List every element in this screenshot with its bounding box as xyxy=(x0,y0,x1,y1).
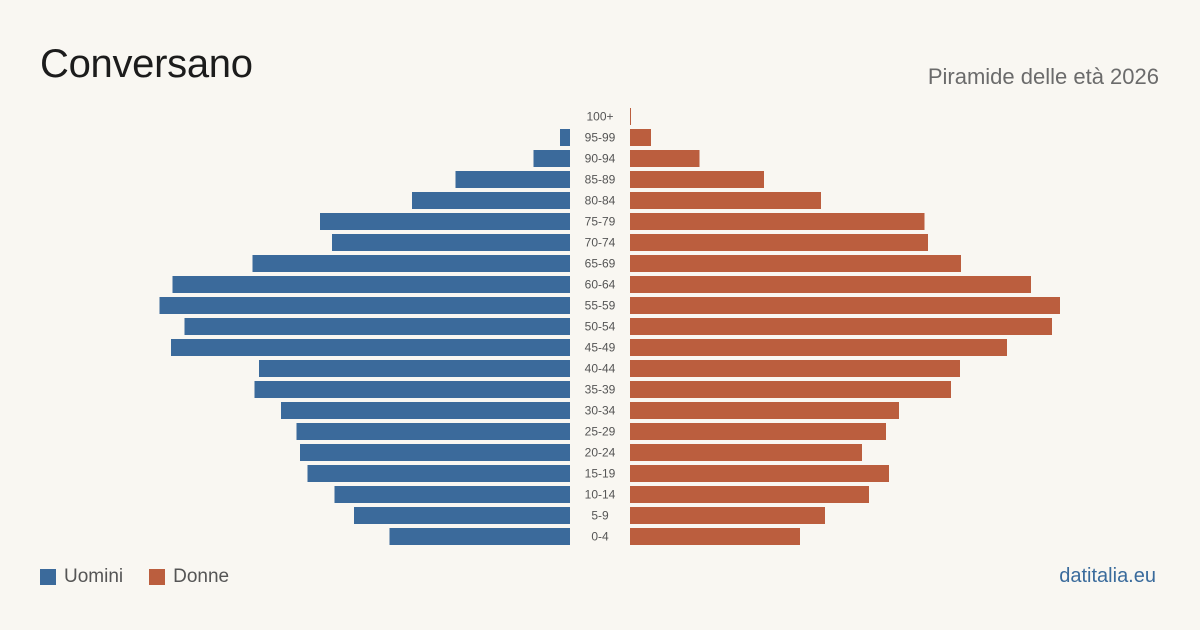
age-label-90-94: 90-94 xyxy=(585,152,616,166)
bar-female-85-89 xyxy=(630,171,764,188)
age-label-10-14: 10-14 xyxy=(585,488,616,502)
bar-female-90-94 xyxy=(630,150,700,167)
bar-male-25-29 xyxy=(296,423,570,440)
legend-item-female: Donne xyxy=(149,566,229,588)
bar-male-30-34 xyxy=(281,402,570,419)
bar-male-80-84 xyxy=(412,192,570,209)
bar-male-85-89 xyxy=(455,171,570,188)
bar-female-35-39 xyxy=(630,381,951,398)
bar-male-95-99 xyxy=(560,129,570,146)
bar-male-55-59 xyxy=(159,297,570,314)
bar-female-70-74 xyxy=(630,234,928,251)
bar-female-40-44 xyxy=(630,360,960,377)
bar-female-0-4 xyxy=(630,528,800,545)
legend-label-male: Uomini xyxy=(64,566,124,587)
bar-male-50-54 xyxy=(184,318,570,335)
age-label-50-54: 50-54 xyxy=(585,320,616,334)
age-label-95-99: 95-99 xyxy=(585,131,616,145)
bar-male-60-64 xyxy=(172,276,570,293)
site-link[interactable]: datitalia.eu xyxy=(1059,565,1156,587)
legend-label-female: Donne xyxy=(173,566,230,587)
age-label-20-24: 20-24 xyxy=(585,446,616,460)
age-label-40-44: 40-44 xyxy=(585,362,616,376)
bar-female-15-19 xyxy=(630,465,889,482)
age-label-45-49: 45-49 xyxy=(585,341,616,355)
bar-female-60-64 xyxy=(630,276,1031,293)
age-label-30-34: 30-34 xyxy=(585,404,616,418)
bar-female-100+ xyxy=(630,108,631,125)
age-label-75-79: 75-79 xyxy=(585,215,616,229)
age-label-0-4: 0-4 xyxy=(591,530,609,544)
bar-male-90-94 xyxy=(533,150,570,167)
bar-female-20-24 xyxy=(630,444,862,461)
bar-female-75-79 xyxy=(630,213,925,230)
bar-female-45-49 xyxy=(630,339,1007,356)
bar-male-70-74 xyxy=(332,234,570,251)
legend: Uomini Donne xyxy=(40,566,255,588)
bar-female-5-9 xyxy=(630,507,825,524)
bar-female-65-69 xyxy=(630,255,961,272)
bar-female-50-54 xyxy=(630,318,1052,335)
bar-female-95-99 xyxy=(630,129,651,146)
bar-male-20-24 xyxy=(300,444,570,461)
legend-swatch-female xyxy=(149,569,166,585)
bar-male-5-9 xyxy=(354,507,570,524)
bar-male-75-79 xyxy=(320,213,570,230)
age-label-55-59: 55-59 xyxy=(585,299,616,313)
legend-item-male: Uomini xyxy=(40,566,123,588)
bar-female-55-59 xyxy=(630,297,1060,314)
bar-male-15-19 xyxy=(307,465,570,482)
age-label-5-9: 5-9 xyxy=(591,509,609,523)
bar-female-80-84 xyxy=(630,192,821,209)
bar-male-35-39 xyxy=(254,381,570,398)
page-title: Conversano xyxy=(40,42,253,86)
age-label-35-39: 35-39 xyxy=(585,383,616,397)
age-label-85-89: 85-89 xyxy=(585,173,616,187)
legend-swatch-male xyxy=(40,569,56,585)
age-label-25-29: 25-29 xyxy=(585,425,616,439)
bar-female-30-34 xyxy=(630,402,899,419)
age-label-15-19: 15-19 xyxy=(585,467,616,481)
bar-male-0-4 xyxy=(389,528,570,545)
age-label-70-74: 70-74 xyxy=(585,236,616,250)
bar-male-40-44 xyxy=(259,360,570,377)
page-subtitle: Piramide delle età 2026 xyxy=(927,64,1159,89)
bar-male-45-49 xyxy=(171,339,570,356)
bar-female-25-29 xyxy=(630,423,886,440)
bar-male-10-14 xyxy=(334,486,570,503)
age-label-60-64: 60-64 xyxy=(585,278,616,292)
age-label-80-84: 80-84 xyxy=(585,194,616,208)
age-label-100+: 100+ xyxy=(586,110,613,124)
bar-male-65-69 xyxy=(252,255,570,272)
bar-female-10-14 xyxy=(630,486,869,503)
age-label-65-69: 65-69 xyxy=(585,257,616,271)
